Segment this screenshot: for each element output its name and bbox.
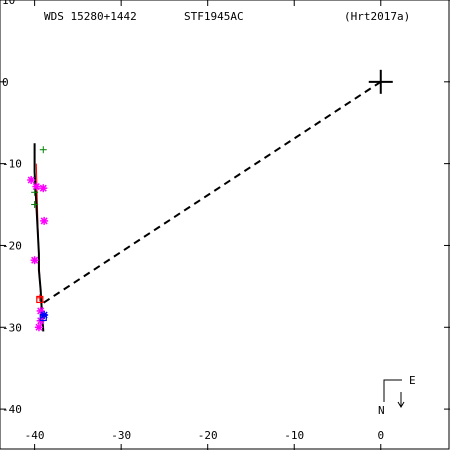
y-tick-label: -30: [2, 321, 22, 334]
star-mark-stroke: [35, 323, 43, 331]
y-tick-label: 10: [2, 0, 15, 7]
orbit-black-curve: [33, 143, 45, 332]
y-tick-label: -10: [2, 158, 22, 171]
x-tick-label: 0: [377, 429, 384, 442]
star-mark-stroke: [37, 307, 45, 315]
compass-north-label: N: [378, 404, 385, 417]
star-mark-stroke: [31, 256, 39, 264]
compass: E N: [378, 374, 416, 417]
square-observation-mark: [36, 295, 44, 304]
x-tick-label: -20: [198, 429, 218, 442]
y-tick-label: -40: [2, 403, 22, 416]
star-observation-mark: [34, 323, 43, 332]
square-observation-mark: [39, 313, 47, 322]
star-observation-mark: [40, 216, 49, 225]
square-mark-shape: [36, 295, 44, 304]
star-observation-mark: [30, 256, 39, 265]
x-tick-label: -30: [111, 429, 131, 442]
orbit-curves: [33, 80, 382, 332]
axis-tick-labels: -40 -30 -20 -10 0 10 0 -10 -20 -30 -40: [2, 0, 384, 442]
plus-observation-mark: [39, 146, 47, 154]
header-wds: WDS 15280+1442: [44, 10, 137, 23]
star-observation-mark: [39, 184, 48, 193]
y-tick-label: -20: [2, 239, 22, 252]
star-mark-stroke: [32, 183, 40, 191]
header-name: STF1945AC: [184, 10, 244, 23]
plus-observation-mark: [31, 201, 39, 209]
star-mark-stroke: [27, 176, 35, 184]
star-mark-stroke: [39, 184, 47, 192]
header-ref: (Hrt2017a): [344, 10, 410, 23]
square-mark-shape: [39, 313, 47, 322]
dashed-connector-line: [39, 80, 382, 307]
primary-star-group: [368, 69, 393, 94]
star-mark-stroke: [40, 217, 48, 225]
y-tick-label: 0: [2, 76, 9, 89]
observation-marks: [27, 146, 49, 332]
compass-down-arrow-head: [397, 401, 405, 408]
plus-observation-mark: [36, 294, 44, 302]
star-observation-mark: [32, 182, 41, 191]
plus-observation-mark: [31, 188, 39, 196]
star-observation-mark: [27, 176, 36, 184]
x-tick-label: -40: [25, 429, 45, 442]
compass-east-label: E: [409, 374, 416, 387]
compass-arrow-lines: [383, 379, 402, 402]
x-tick-label: -10: [284, 429, 304, 442]
